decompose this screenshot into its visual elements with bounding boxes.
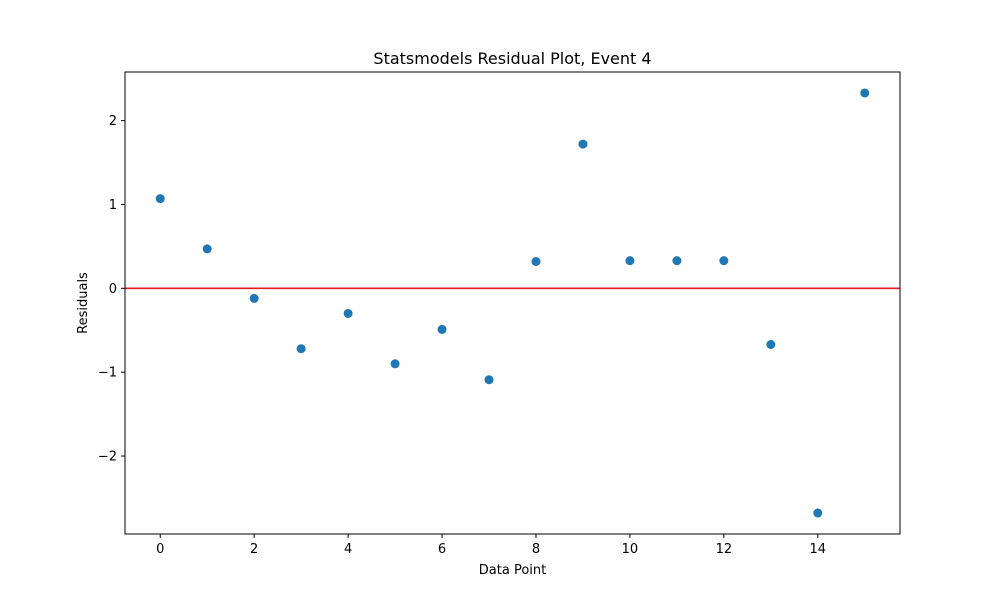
- y-tick-label: 0: [109, 282, 117, 297]
- data-point: [766, 340, 776, 350]
- x-tick-label: 8: [532, 542, 540, 557]
- y-tick-label: −2: [98, 450, 117, 465]
- data-point: [719, 256, 729, 266]
- data-point: [437, 324, 447, 334]
- plot-area: [125, 88, 900, 518]
- data-point: [672, 256, 682, 266]
- chart-title: Statsmodels Residual Plot, Event 4: [373, 49, 651, 68]
- x-axis: 0 2 4 6 8 10 12 14: [156, 534, 826, 557]
- x-tick-label: 0: [156, 542, 164, 557]
- data-point: [813, 508, 823, 518]
- data-point: [155, 194, 165, 204]
- x-tick-label: 2: [250, 542, 258, 557]
- data-point: [625, 256, 635, 266]
- x-axis-label: Data Point: [479, 563, 546, 578]
- data-point: [296, 344, 306, 354]
- plot-frame: [124, 71, 901, 535]
- data-point: [860, 88, 870, 98]
- data-point: [578, 139, 588, 149]
- data-point: [390, 359, 400, 369]
- x-tick-label: 10: [622, 542, 639, 557]
- y-tick-label: 1: [109, 198, 117, 213]
- x-tick-label: 12: [716, 542, 733, 557]
- x-tick-label: 4: [344, 542, 352, 557]
- y-tick-label: −1: [98, 366, 117, 381]
- y-axis-label: Residuals: [76, 272, 91, 334]
- data-point: [484, 375, 494, 385]
- x-tick-label: 6: [438, 542, 446, 557]
- data-point: [531, 256, 541, 266]
- y-tick-label: 2: [109, 114, 117, 129]
- x-tick-label: 14: [810, 542, 827, 557]
- data-point: [343, 308, 353, 318]
- y-axis: −2 −1 0 1 2: [98, 114, 125, 465]
- data-point: [202, 244, 212, 254]
- data-point: [249, 293, 259, 303]
